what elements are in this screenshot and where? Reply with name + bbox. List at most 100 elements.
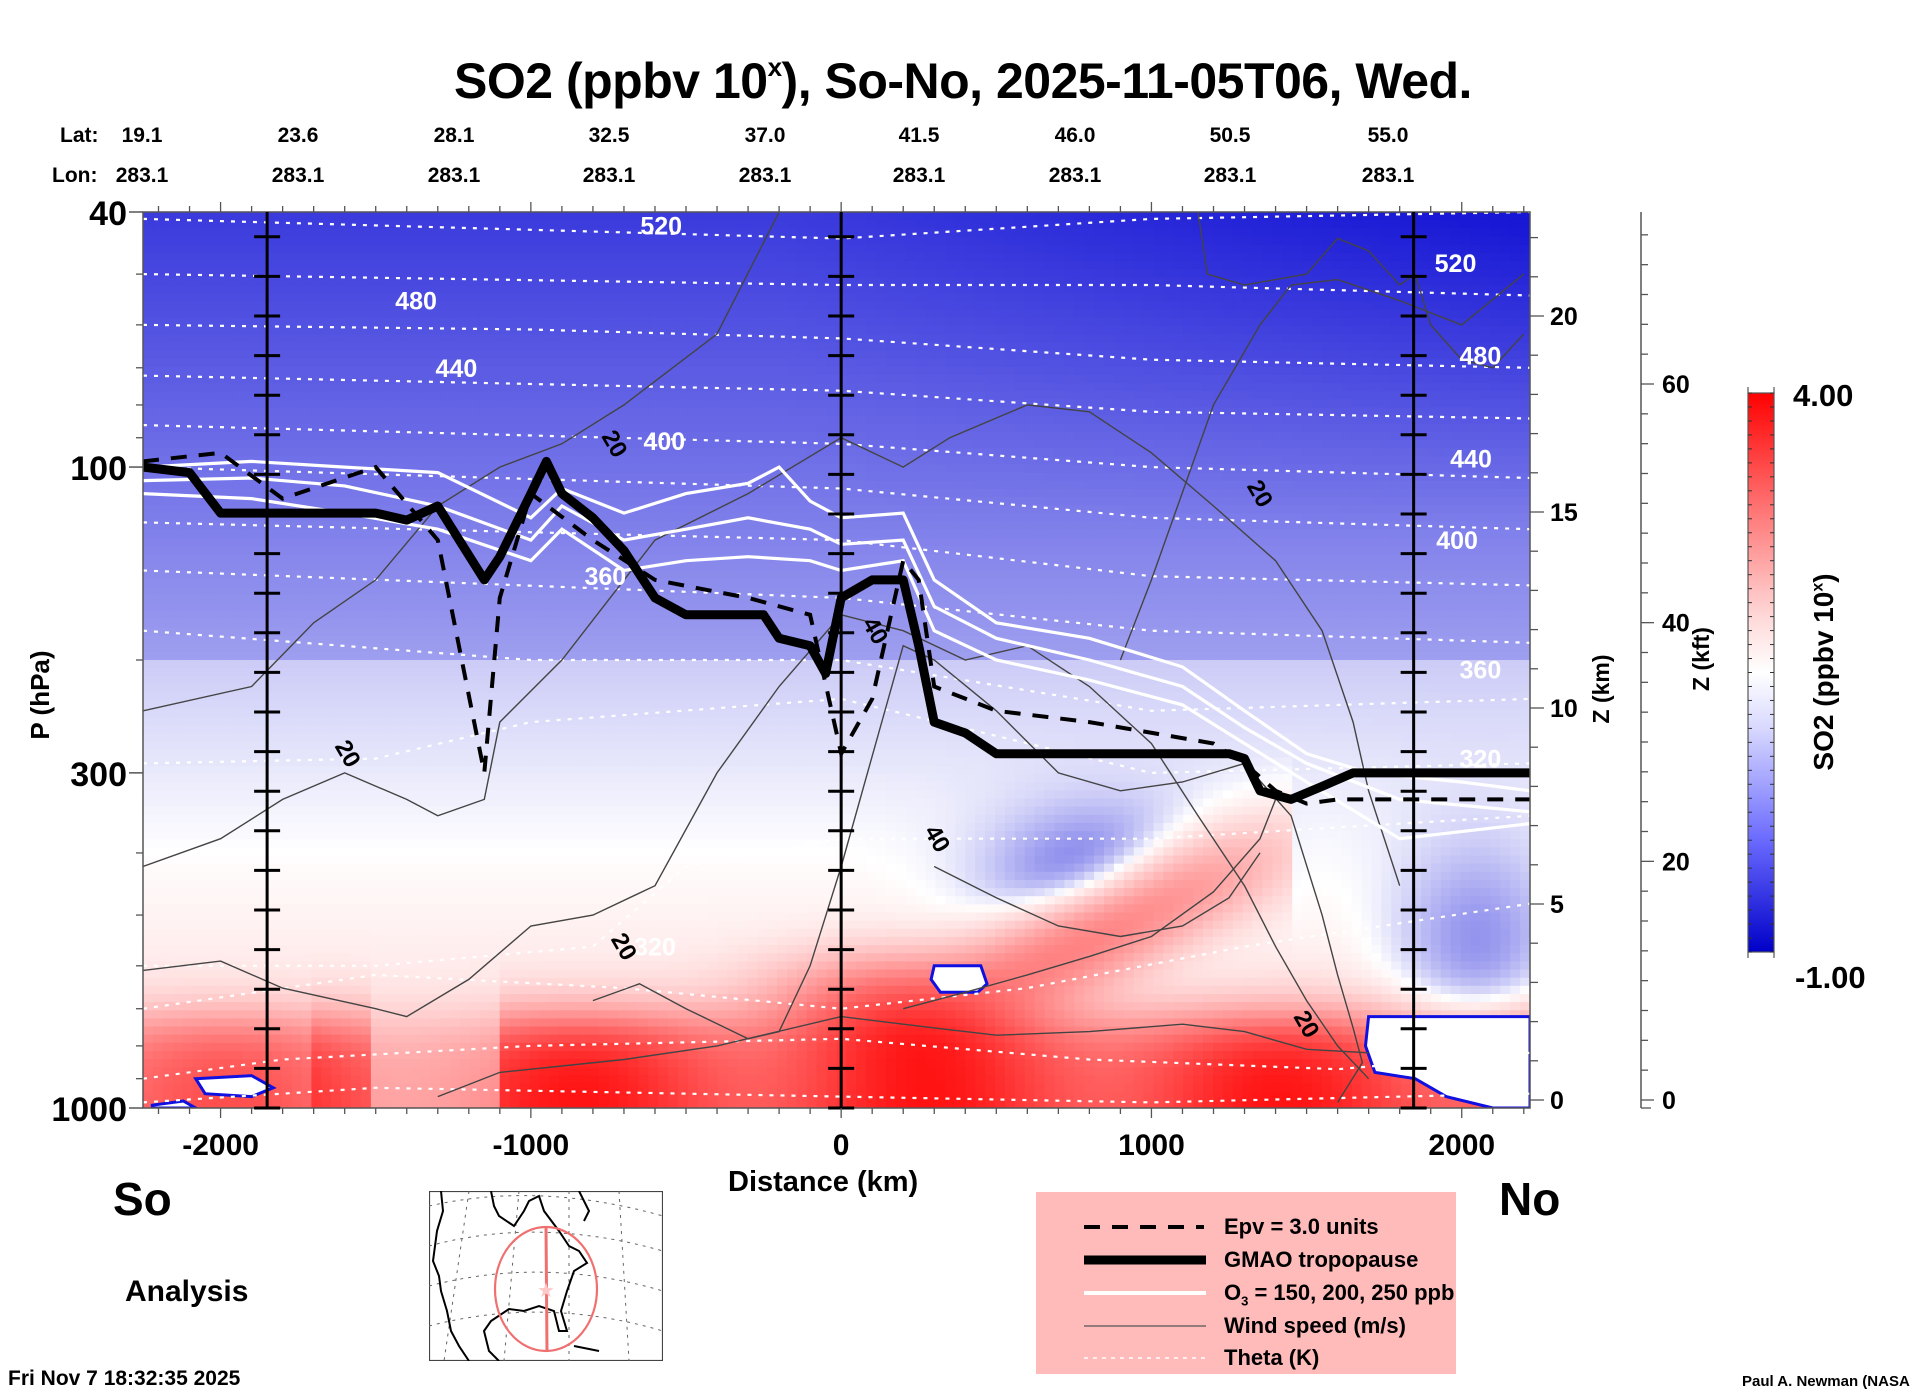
so2-cell [182, 611, 194, 620]
so2-cell [440, 350, 451, 360]
so2-cell [370, 1002, 382, 1011]
so2-cell [291, 814, 303, 824]
so2-cell [380, 521, 392, 531]
so2-cell [380, 317, 392, 327]
so2-cell [252, 537, 263, 547]
so2-cell [569, 603, 580, 612]
so2-cell [519, 1018, 531, 1028]
so2-cell [390, 301, 402, 311]
so2-cell [519, 725, 531, 735]
so2-cell [400, 269, 412, 278]
so2-cell [578, 562, 590, 572]
so2-cell [222, 366, 233, 376]
so2-cell [311, 562, 323, 572]
so2-cell [162, 366, 174, 376]
so2-cell [182, 326, 194, 335]
so2-cell [440, 774, 451, 783]
so2-cell [509, 651, 521, 661]
so2-cell [559, 774, 570, 783]
so2-cell [331, 513, 342, 523]
so2-cell [351, 383, 362, 392]
so2-cell [469, 611, 481, 620]
so2-cell [420, 546, 432, 555]
so2-cell [410, 399, 422, 409]
so2-cell [440, 562, 451, 572]
so2-cell [400, 399, 412, 409]
so2-cell [499, 708, 511, 718]
so2-cell [331, 676, 342, 686]
so2-cell [469, 888, 481, 897]
so2-cell [430, 1091, 441, 1101]
so2-cell [440, 244, 451, 254]
so2-cell [212, 570, 224, 580]
so2-cell [460, 708, 471, 718]
so2-cell [172, 1067, 184, 1077]
so2-cell [390, 611, 402, 620]
so2-cell [331, 708, 342, 718]
so2-cell [152, 765, 164, 775]
so2-cell [450, 488, 461, 498]
so2-cell [351, 928, 362, 938]
so2-cell [380, 985, 392, 995]
so2-cell [281, 635, 293, 645]
so2-cell [281, 285, 293, 295]
so2-cell [281, 309, 293, 319]
so2-cell [410, 855, 422, 865]
so2-cell [499, 1075, 511, 1085]
so2-cell [450, 1067, 461, 1077]
so2-cell [499, 317, 511, 327]
so2-cell [281, 554, 293, 563]
so2-cell [539, 806, 550, 816]
so2-cell [351, 285, 362, 295]
so2-cell [529, 814, 541, 824]
so2-cell [559, 236, 570, 246]
so2-cell [529, 456, 541, 466]
so2-cell [192, 904, 204, 914]
so2-cell [549, 546, 560, 555]
so2-cell [242, 1002, 253, 1011]
so2-cell [549, 839, 560, 849]
so2-cell [390, 252, 402, 262]
so2-cell [361, 676, 372, 686]
so2-cell [232, 342, 243, 352]
so2-cell [450, 839, 461, 849]
so2-cell [539, 236, 550, 246]
so2-cell [489, 546, 501, 555]
so2-cell [172, 879, 184, 889]
so2-cell [450, 301, 461, 311]
so2-cell [202, 342, 214, 352]
so2-cell [311, 790, 323, 800]
so2-cell [410, 1075, 422, 1085]
so2-cell [361, 570, 372, 580]
so2-cell [460, 399, 471, 409]
so2-cell [162, 546, 174, 555]
so2-cell [420, 399, 432, 409]
so2-cell [321, 1026, 332, 1036]
so2-cell [440, 896, 451, 906]
so2-cell [519, 220, 531, 229]
lat-value: 50.5 [1209, 124, 1251, 147]
so2-cell [301, 415, 313, 425]
so2-cell [202, 635, 214, 645]
so2-cell [509, 497, 521, 506]
so2-cell [489, 904, 501, 914]
so2-cell [242, 244, 253, 254]
so2-cell [420, 847, 432, 857]
so2-cell [341, 611, 352, 620]
so2-cell [242, 594, 253, 604]
so2-cell [410, 301, 422, 311]
so2-cell [460, 831, 471, 840]
so2-cell [430, 1010, 441, 1020]
so2-cell [321, 269, 332, 278]
so2-cell [380, 668, 392, 677]
so2-cell [252, 326, 263, 335]
so2-cell [569, 440, 580, 449]
so2-cell [162, 431, 174, 441]
so2-cell [172, 505, 184, 515]
so2-cell [143, 326, 154, 335]
so2-cell [202, 529, 214, 539]
so2-cell [499, 1026, 511, 1036]
so2-cell [509, 700, 521, 710]
so2-cell [479, 684, 491, 694]
so2-cell [232, 480, 243, 490]
